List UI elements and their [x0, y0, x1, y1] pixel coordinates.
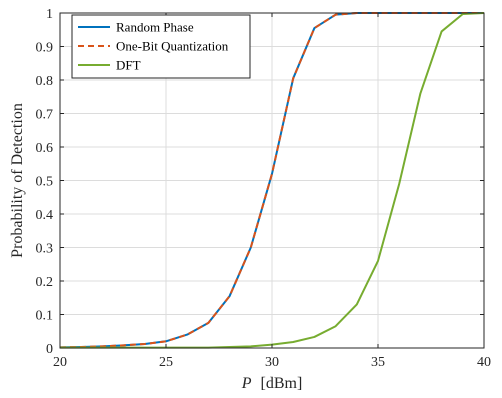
- x-tick-label: 30: [265, 355, 279, 370]
- y-tick-label: 0: [46, 342, 53, 357]
- x-tick-label: 40: [477, 355, 491, 370]
- legend-label: Random Phase: [116, 20, 194, 35]
- x-tick-label: 20: [53, 355, 67, 370]
- x-tick-label: 25: [159, 355, 173, 370]
- axis-ticks: 20 25 30 35 40 0 0.1 0.2 0.3 0.4 0.5 0.6 0.7 0.8 0.9 1: [36, 7, 492, 370]
- x-axis-label: P [dBm]: [241, 375, 303, 392]
- legend-label: One-Bit Quantization: [116, 39, 229, 54]
- y-tick-label: 0.9: [36, 41, 54, 56]
- y-tick-label: 0.6: [36, 141, 54, 156]
- y-tick-label: 0.7: [36, 108, 54, 123]
- y-tick-label: 0.8: [36, 74, 54, 89]
- x-tick-label: 35: [371, 355, 385, 370]
- y-axis-label: Probability of Detection: [9, 103, 26, 258]
- x-axis-label-variable: P: [241, 375, 252, 392]
- legend: Random Phase One-Bit Quantization DFT: [71, 14, 251, 79]
- y-tick-label: 0.4: [36, 208, 54, 223]
- x-axis-label-unit: [dBm]: [261, 375, 303, 392]
- y-tick-label: 0.1: [36, 309, 54, 324]
- y-tick-label: 0.3: [36, 242, 54, 257]
- y-tick-label: 0.5: [36, 175, 54, 190]
- y-tick-label: 0.2: [36, 275, 54, 290]
- y-tick-label: 1: [46, 7, 53, 22]
- legend-label: DFT: [116, 58, 141, 73]
